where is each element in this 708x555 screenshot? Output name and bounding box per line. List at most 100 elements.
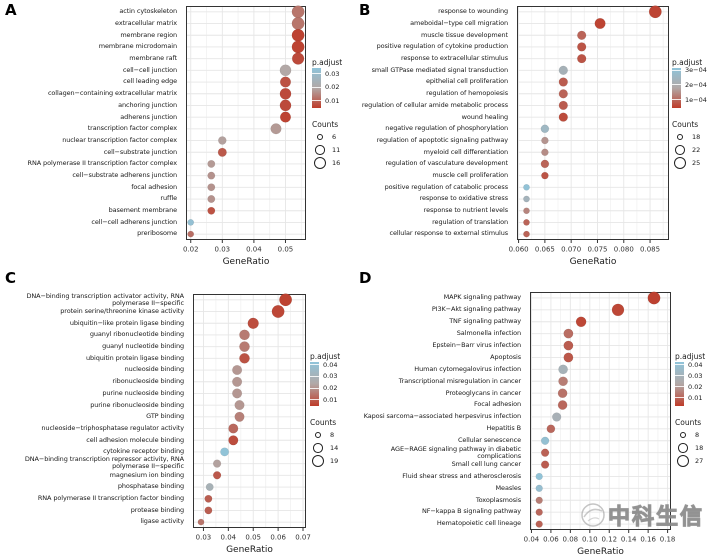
term-label: ubiquitin protein ligase binding: [85, 353, 184, 362]
padjust-gradient-bar: [310, 362, 319, 406]
counts-legend-circle: [313, 443, 323, 453]
term-label: phosphatase binding: [117, 482, 184, 491]
data-point: [234, 400, 245, 411]
term-label: guanyl ribonucleotide binding: [89, 330, 184, 339]
plot-area-B: 0.060 0.065 0.070 0.075 0.080 0.085: [509, 5, 669, 254]
data-point: [563, 352, 574, 363]
counts-legend-circle: [675, 145, 685, 155]
padjust-legend-tick: [312, 100, 321, 101]
panel-D: D MAPK signaling pathway PI3K−Akt signalin…: [354, 268, 708, 555]
x-tick-label: 0.06: [270, 534, 286, 542]
x-axis: 0.03 0.04 0.05 0.06 0.07: [196, 528, 311, 542]
padjust-legend-tick: [675, 386, 684, 388]
data-point: [558, 65, 568, 75]
padjust-legend-tick: [310, 364, 319, 366]
term-label: ameboidal−type cell migration: [410, 19, 508, 28]
term-label: RNA polymerase II transcription factor b…: [37, 494, 184, 503]
counts-legend-label: 8: [330, 431, 335, 439]
term-label: collagen−containing extracellular matrix: [47, 89, 177, 98]
term-label: DNA−binding transcription activator acti…: [26, 291, 185, 307]
x-axis: 0.02 0.03 0.04 0.05: [183, 240, 293, 254]
data-point: [558, 77, 568, 87]
term-label: purine nucleoside binding: [102, 388, 184, 397]
data-point: [541, 448, 550, 457]
data-point: [552, 412, 562, 422]
data-point: [239, 353, 250, 364]
term-label: guanyl nucleotide binding: [102, 342, 184, 351]
plot-frame: [193, 294, 306, 528]
data-point: [535, 496, 543, 504]
term-label: Toxoplasmosis: [475, 495, 521, 504]
data-point: [540, 159, 550, 169]
data-point: [213, 471, 222, 480]
padjust-legend-tick: [310, 375, 319, 377]
counts-legend-circle: [679, 431, 687, 439]
padjust-legend-tick: [312, 86, 321, 88]
x-tick-label: 0.07: [295, 534, 311, 542]
data-point: [187, 219, 194, 226]
data-point: [558, 100, 568, 111]
data-point: [247, 317, 259, 329]
padjust-legend-label: 3e−04: [685, 66, 707, 74]
data-point: [291, 52, 305, 65]
term-label: muscle cell proliferation: [432, 170, 508, 179]
x-tick-label: 0.08: [563, 536, 579, 544]
term-label: GTP binding: [146, 412, 184, 421]
data-point: [207, 195, 216, 203]
term-label: Cellular senescence: [457, 436, 521, 445]
x-tick-label: 0.16: [640, 536, 656, 544]
padjust-legend-tick: [312, 73, 321, 75]
x-axis-title: GeneRatio: [569, 257, 617, 267]
data-point: [218, 136, 227, 145]
term-label: epithelial cell proliferation: [425, 77, 508, 86]
x-tick-label: 0.18: [660, 536, 676, 544]
data-point: [541, 136, 549, 145]
data-point: [647, 291, 661, 305]
data-point: [575, 316, 587, 328]
counts-legend-label: 11: [332, 146, 341, 154]
data-points: [187, 5, 305, 238]
data-point: [558, 364, 568, 375]
data-point: [558, 376, 568, 387]
data-point: [279, 111, 291, 123]
grid-major: [193, 294, 306, 528]
padjust-legend-tick: [310, 399, 319, 401]
term-label: cell−substrate junction: [103, 147, 177, 156]
padjust-gradient-bar: [675, 362, 684, 406]
term-label: cell adhesion molecule binding: [86, 435, 184, 444]
term-label: anchoring junction: [118, 100, 177, 109]
term-label: ruffle: [160, 194, 177, 203]
term-label: TNF signaling pathway: [449, 317, 521, 326]
term-label: actin cytoskeleton: [119, 7, 177, 16]
data-point: [213, 459, 222, 468]
term-label: negative regulation of phosphorylation: [385, 124, 508, 133]
term-label: DNA−binding transcription repressor acti…: [24, 455, 184, 471]
x-tick-label: 0.070: [561, 246, 581, 254]
data-point: [279, 88, 292, 100]
data-point: [541, 436, 550, 445]
padjust-gradient-bar: [672, 68, 681, 108]
data-point: [535, 472, 543, 481]
term-label: response to wounding: [438, 7, 508, 16]
padjust-legend-label: 0.01: [323, 395, 338, 404]
data-point: [239, 329, 250, 341]
data-point: [291, 28, 305, 42]
counts-legend-title: Counts: [672, 120, 699, 129]
term-label: muscle tissue development: [421, 30, 508, 39]
counts-legend-circle: [314, 431, 322, 439]
plot-area-A: 0.02 0.03 0.04 0.05: [183, 5, 306, 254]
data-point: [279, 99, 292, 112]
counts-legend-circle: [313, 156, 327, 170]
term-label: cellular response to external stimulus: [389, 229, 508, 238]
data-point: [594, 17, 606, 30]
term-label: regulation of hemopoiesis: [426, 89, 508, 98]
term-labels-column: MAPK signaling pathway PI3K−Akt signaling…: [354, 292, 526, 530]
padjust-legend-label: 0.03: [688, 371, 703, 380]
term-label: Human cytomegalovirus infection: [414, 364, 521, 373]
data-points: [197, 293, 293, 526]
data-point: [220, 447, 230, 457]
term-labels-column: actin cytoskeleton extracellular matrix me…: [0, 6, 182, 240]
term-label: regulation of translation: [432, 217, 508, 226]
data-point: [577, 53, 587, 64]
term-label: regulation of apoptotic signaling pathwa…: [376, 135, 508, 144]
